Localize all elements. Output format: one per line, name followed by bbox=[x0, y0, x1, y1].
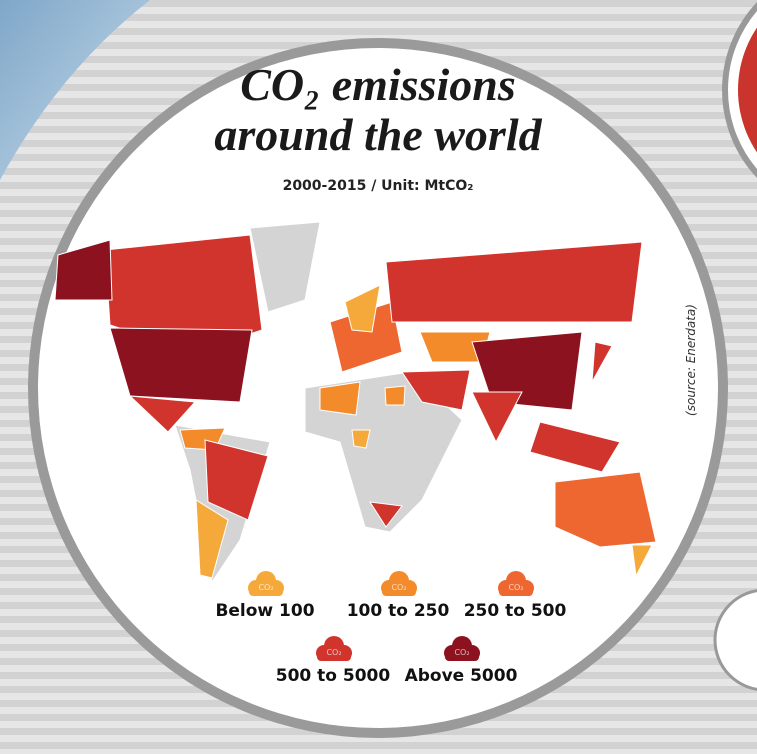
legend-label: Below 100 bbox=[215, 601, 314, 621]
icon-label: CO₂ bbox=[258, 583, 273, 592]
title: around the world bbox=[214, 109, 542, 160]
cloud bbox=[382, 587, 416, 596]
subtitle: 2000-2015 / Unit: MtCO₂ bbox=[283, 178, 474, 194]
cloud bbox=[317, 652, 351, 661]
legend-label: 250 to 500 bbox=[464, 601, 567, 621]
icon-label: CO₂ bbox=[326, 648, 341, 657]
legend-item: CO₂ 500 to 5000 bbox=[276, 636, 391, 686]
cloud bbox=[249, 587, 283, 596]
legend-item: CO₂ Above 5000 bbox=[405, 636, 518, 686]
icon-label: CO₂ bbox=[454, 648, 469, 657]
legend-label: 100 to 250 bbox=[347, 601, 450, 621]
legend-item: CO₂ 250 to 500 bbox=[464, 571, 567, 621]
legend-item: CO₂ 100 to 250 bbox=[347, 571, 450, 621]
source: (source: Enerdata) bbox=[684, 304, 698, 416]
cloud bbox=[499, 587, 533, 596]
legend-label: 500 to 5000 bbox=[276, 666, 391, 686]
legend-label: Above 5000 bbox=[405, 666, 518, 686]
side-icon bbox=[713, 589, 757, 691]
legend-item: CO₂ Below 100 bbox=[215, 571, 315, 621]
icon-label: CO₂ bbox=[508, 583, 523, 592]
side-circle-fill bbox=[738, 27, 757, 153]
photo-corner bbox=[0, 0, 150, 180]
title: CO₂ emissions bbox=[240, 59, 515, 110]
world-map bbox=[54, 221, 657, 584]
cloud bbox=[445, 652, 479, 661]
icon-label: CO₂ bbox=[391, 583, 406, 592]
